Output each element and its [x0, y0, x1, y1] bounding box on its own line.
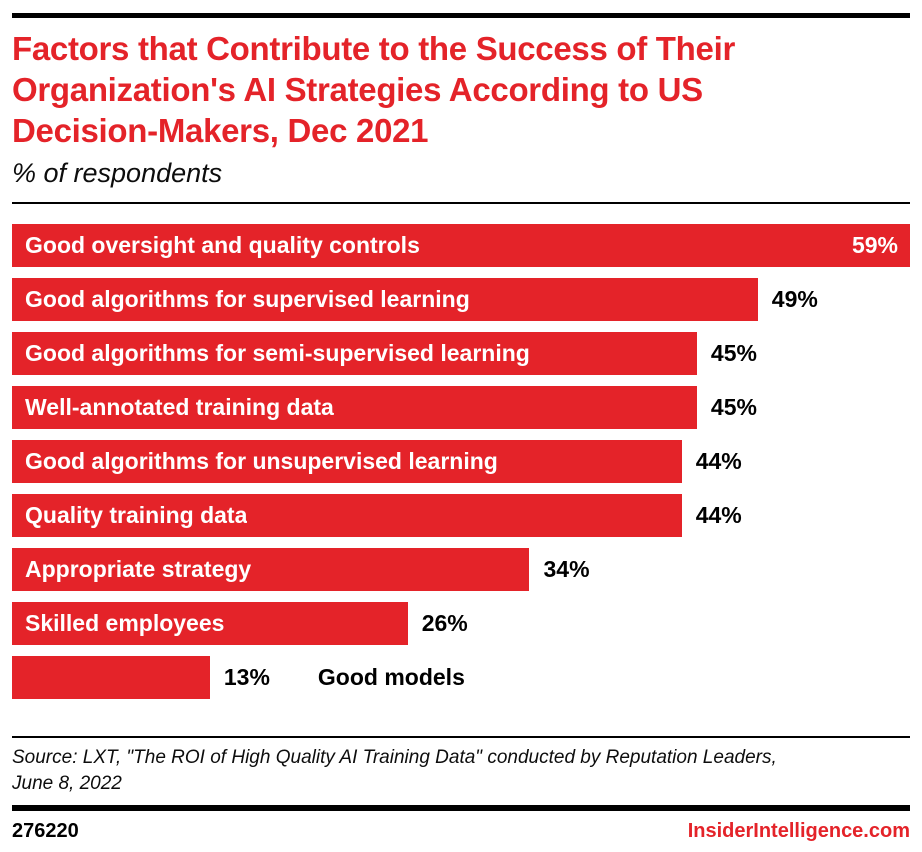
bar-value: 45% [710, 394, 757, 420]
source-line-2: June 8, 2022 [12, 773, 122, 794]
bar: Well-annotated training data [12, 386, 697, 429]
bar: Appropriate strategy [12, 548, 530, 591]
chart-id: 276220 [12, 820, 79, 842]
chart-subtitle: % of respondents [12, 158, 223, 188]
page-title: Factors that Contribute to the Success o… [12, 28, 910, 151]
bar-row: Skilled employees 26% [12, 602, 910, 645]
bar-row: Good algorithms for supervised learning 4… [12, 278, 910, 321]
bar-value: 44% [695, 448, 742, 474]
bar-label: Quality training data [25, 502, 248, 528]
bar-value: 26% [421, 610, 468, 636]
title-line-1: Factors that Contribute to the Success o… [12, 30, 735, 67]
bar-row: Good algorithms for unsupervised learnin… [12, 440, 910, 483]
title-line-2: Organization's AI Strategies According t… [12, 71, 703, 108]
bar: Good algorithms for semi-supervised lear… [12, 332, 697, 375]
bar: Quality training data [12, 494, 682, 537]
bar: Good algorithms for supervised learning [12, 278, 758, 321]
bar-chart: Good oversight and quality controls 59% Go… [12, 224, 910, 699]
bar: Good algorithms for unsupervised learnin… [12, 440, 682, 483]
bar-row: Good oversight and quality controls 59% [12, 224, 910, 267]
bar-label: Good algorithms for semi-supervised lear… [25, 340, 530, 366]
brand-link[interactable]: InsiderIntelligence.com [687, 820, 910, 842]
source-line-1: Source: LXT, "The ROI of High Quality AI… [12, 747, 777, 768]
bar-value: 59% [851, 232, 898, 258]
footer-bar: 276220 InsiderIntelligence.com [12, 820, 910, 843]
source-note: Source: LXT, "The ROI of High Quality AI… [12, 745, 910, 797]
bar-label: Skilled employees [25, 610, 225, 636]
bar: Skilled employees [12, 602, 408, 645]
bar: Good oversight and quality controls 59% [12, 224, 910, 267]
bar-label: Good algorithms for unsupervised learnin… [25, 448, 498, 474]
header-divider [12, 202, 910, 204]
bar-label: Good algorithms for supervised learning [25, 286, 470, 312]
title-line-3: Decision-Makers, Dec 2021 [12, 112, 429, 149]
bar-label: Good oversight and quality controls [25, 232, 420, 258]
top-divider [12, 13, 910, 18]
bar-value: 49% [771, 286, 818, 312]
bar-row: 13% Good models [12, 656, 910, 699]
source-divider [12, 736, 910, 738]
bar-row: Appropriate strategy 34% [12, 548, 910, 591]
bar-value: 44% [695, 502, 742, 528]
bar-value: 13% [223, 664, 270, 690]
bar [12, 656, 210, 699]
bar-value: 45% [710, 340, 757, 366]
bar-value: 34% [543, 556, 590, 582]
bar-label: Appropriate strategy [25, 556, 252, 582]
bar-label: Well-annotated training data [25, 394, 334, 420]
bar-row: Good algorithms for semi-supervised lear… [12, 332, 910, 375]
bar-row: Quality training data 44% [12, 494, 910, 537]
chart-page: Factors that Contribute to the Success o… [0, 13, 922, 852]
bar-row: Well-annotated training data 45% [12, 386, 910, 429]
bar-label: Good models [317, 664, 465, 690]
footer-divider [12, 805, 910, 811]
